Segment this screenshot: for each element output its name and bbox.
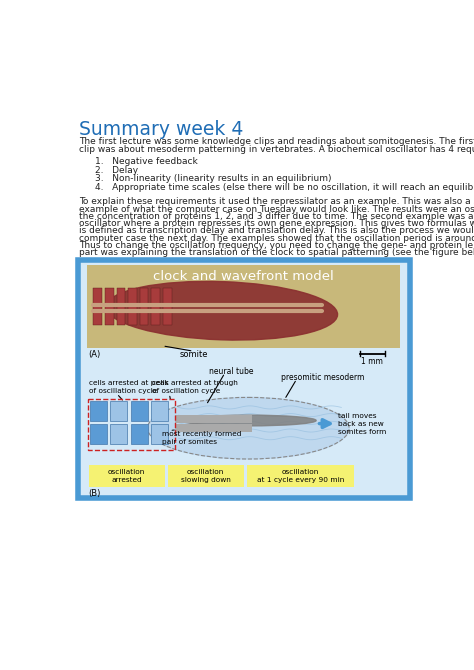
Text: is defined as transcription delay and translation delay. This is also the proces: is defined as transcription delay and tr… — [80, 226, 474, 235]
Text: To explain these requirements it used the repressilator as an example. This was : To explain these requirements it used th… — [80, 197, 474, 206]
Text: part was explaining the translation of the clock to spatial patterning (see the : part was explaining the translation of t… — [80, 249, 474, 257]
Text: oscillation
at 1 cycle every 90 min: oscillation at 1 cycle every 90 min — [256, 469, 344, 482]
Ellipse shape — [181, 415, 316, 426]
Text: 1 mm: 1 mm — [361, 356, 383, 366]
FancyBboxPatch shape — [105, 288, 113, 325]
Text: Summary week 4: Summary week 4 — [80, 121, 244, 139]
Text: presomitic mesoderm: presomitic mesoderm — [281, 373, 365, 382]
FancyBboxPatch shape — [110, 401, 128, 421]
FancyBboxPatch shape — [130, 401, 147, 421]
FancyBboxPatch shape — [151, 424, 168, 444]
Text: Thus to change the oscillation frequency, you need to change the gene- and prote: Thus to change the oscillation frequency… — [80, 241, 474, 250]
FancyBboxPatch shape — [128, 288, 137, 325]
FancyBboxPatch shape — [110, 424, 128, 444]
FancyBboxPatch shape — [89, 465, 164, 486]
FancyBboxPatch shape — [140, 288, 148, 325]
FancyBboxPatch shape — [152, 288, 160, 325]
FancyBboxPatch shape — [175, 415, 252, 423]
Text: oscillator where a protein represses its own gene expression. This gives two for: oscillator where a protein represses its… — [80, 219, 474, 228]
FancyBboxPatch shape — [168, 465, 244, 486]
FancyBboxPatch shape — [78, 261, 410, 498]
FancyBboxPatch shape — [130, 424, 147, 444]
Text: (A): (A) — [89, 350, 101, 359]
Ellipse shape — [106, 281, 337, 340]
FancyBboxPatch shape — [90, 424, 107, 444]
Text: cells arrested at peak
of oscillation cycle: cells arrested at peak of oscillation cy… — [89, 381, 168, 395]
Text: clip was about mesoderm patterning in vertebrates. A biochemical oscillator has : clip was about mesoderm patterning in ve… — [80, 145, 474, 153]
Ellipse shape — [147, 397, 349, 459]
Text: The first lecture was some knowledge clips and readings about somitogenesis. The: The first lecture was some knowledge cli… — [80, 137, 474, 146]
FancyBboxPatch shape — [247, 465, 354, 486]
Text: 3.   Non-linearity (linearity results in an equilibrium): 3. Non-linearity (linearity results in a… — [95, 174, 331, 183]
Text: most recently formed
pair of somites: most recently formed pair of somites — [162, 431, 241, 444]
Text: oscillation
arrested: oscillation arrested — [108, 469, 146, 482]
Text: computer case the next day. The examples showed that the oscillation period is a: computer case the next day. The examples… — [80, 234, 474, 243]
FancyBboxPatch shape — [87, 265, 400, 348]
Text: 4.   Appropriate time scales (else there will be no oscillation, it will reach a: 4. Appropriate time scales (else there w… — [95, 183, 474, 192]
Text: tail moves
back as new
somites form: tail moves back as new somites form — [338, 413, 387, 435]
FancyBboxPatch shape — [151, 401, 168, 421]
Text: the concentration of proteins 1, 2, and 3 differ due to time. The second example: the concentration of proteins 1, 2, and … — [80, 212, 474, 221]
FancyBboxPatch shape — [90, 401, 107, 421]
Text: example of what the computer case on Tuesday would look like. The results were a: example of what the computer case on Tue… — [80, 204, 474, 214]
Text: 2.   Delay: 2. Delay — [95, 165, 138, 175]
FancyBboxPatch shape — [117, 288, 125, 325]
Text: neural tube: neural tube — [209, 366, 254, 376]
FancyBboxPatch shape — [175, 424, 252, 432]
FancyBboxPatch shape — [163, 288, 172, 325]
Text: (B): (B) — [89, 489, 101, 498]
FancyBboxPatch shape — [93, 288, 102, 325]
Text: cells arrested at trough
of oscillation cycle: cells arrested at trough of oscillation … — [152, 381, 238, 395]
Text: clock and wavefront model: clock and wavefront model — [153, 271, 334, 283]
Text: somite: somite — [179, 350, 208, 359]
Text: 1.   Negative feedback: 1. Negative feedback — [95, 157, 198, 166]
Text: oscillation
slowing down: oscillation slowing down — [181, 469, 231, 482]
